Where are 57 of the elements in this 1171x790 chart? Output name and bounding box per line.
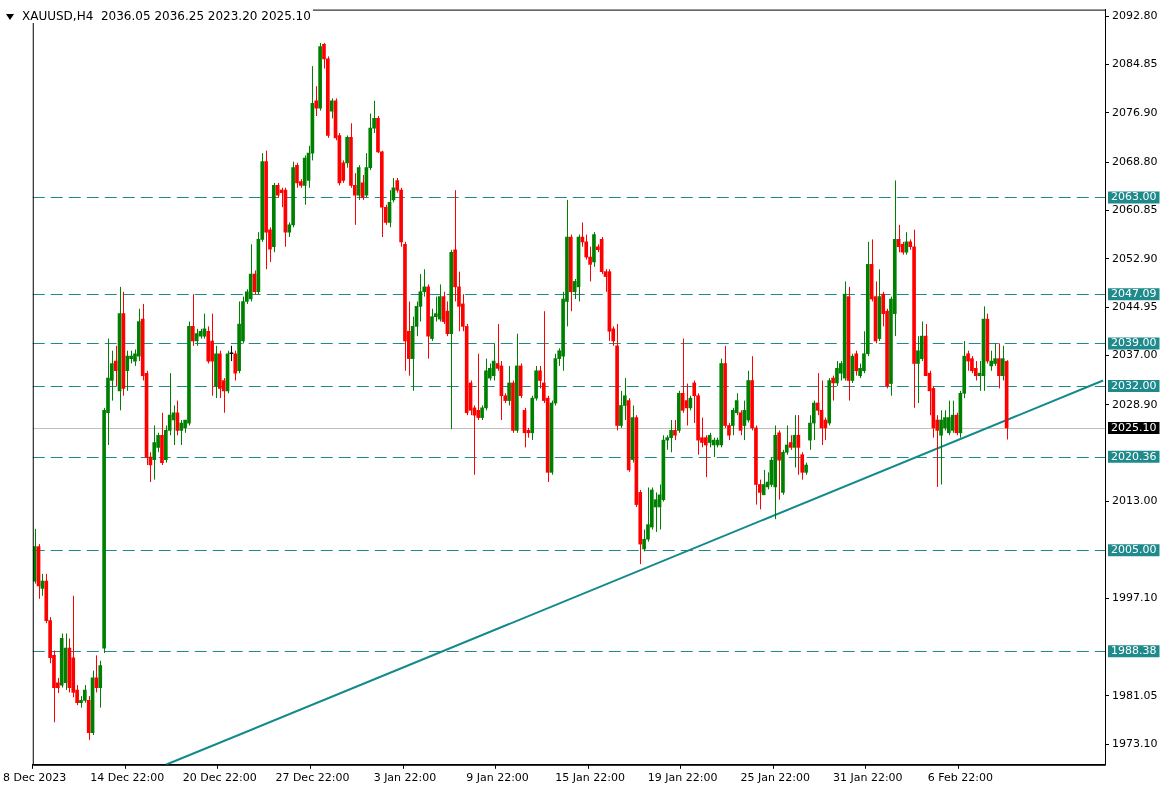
candlestick [989,350,994,372]
x-tick-label: 9 Jan 22:00 [466,771,529,785]
y-tick-label: 2028.90 [1112,397,1158,411]
candlestick [152,425,157,481]
x-tick-label: 3 Jan 22:00 [373,771,437,785]
y-tick-label: 2052.90 [1112,251,1158,265]
x-tick-label: 15 Jan 22:00 [555,771,625,785]
y-tick-label: 2037.00 [1112,348,1158,362]
ref-line-label: 2032.00 [1111,378,1157,392]
candlestick [1000,345,1005,382]
ref-line-label: 1988.38 [1111,644,1157,658]
candlestick [619,390,623,429]
x-tick-label: 20 Dec 22:00 [182,771,257,785]
candlestick [314,85,319,117]
candlestick [673,419,677,441]
y-tick-label: 2076.90 [1112,105,1158,119]
candlestick [946,400,951,436]
candlestick [233,350,238,382]
y-tick-label: 2044.95 [1112,300,1158,314]
x-tick-label: 19 Jan 22:00 [647,771,718,785]
y-tick-label: 1981.05 [1112,688,1158,702]
y-tick-label: 2060.85 [1112,203,1158,217]
candlestick [113,345,118,387]
candlestick [191,293,195,347]
candlestick [642,528,646,552]
y-tick-label: 2068.80 [1112,155,1158,169]
candlestick [831,375,835,402]
chart-title: XAUUSD,H4 2036.05 2036.25 2023.20 2025.10 [20,9,313,23]
x-tick-label: 31 Jan 22:00 [832,771,903,785]
candlestick [993,342,997,367]
y-tick-label: 2092.80 [1112,9,1158,23]
y-tick-label: 1997.10 [1112,591,1158,605]
candlestick [997,342,1001,389]
candlestick [98,660,103,709]
ref-line-label: 2005.00 [1111,543,1157,557]
candlestick [966,350,970,372]
candlestick [295,162,299,189]
candlestick [835,360,839,387]
candlestick [916,335,920,404]
x-tick-label: 14 Dec 22:00 [90,771,165,785]
ref-line-label: 2047.09 [1111,287,1157,301]
ref-line-label: 2063.00 [1111,190,1157,204]
y-tick-label: 1973.10 [1112,736,1158,750]
x-tick-label: 6 Feb 22:00 [927,771,993,785]
candlestick [329,97,334,119]
ref-line-label: 2020.36 [1111,449,1157,463]
candlestick [430,308,434,342]
ref-line-label: 2025.10 [1111,420,1157,434]
y-tick-label: 2084.85 [1112,57,1158,71]
candlestick [437,283,442,323]
x-tick-label: 27 Dec 22:00 [275,771,350,785]
y-tick-label: 2013.00 [1112,494,1158,508]
x-tick-label: 8 Dec 2023 [3,771,67,785]
x-tick-label: 25 Jan 22:00 [740,771,811,785]
candlestick [939,409,943,485]
ref-line-label: 2039.00 [1111,336,1157,350]
candlestick [973,360,978,382]
